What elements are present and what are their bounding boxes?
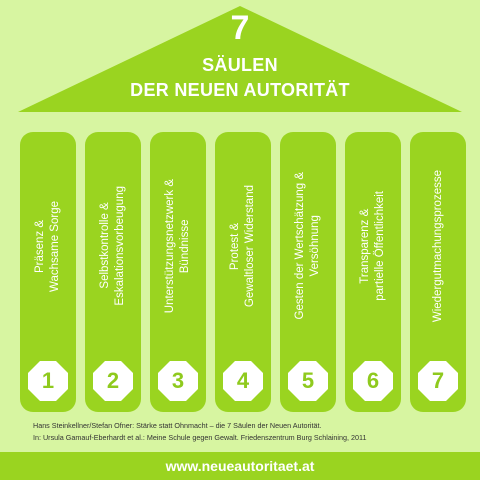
- pillar-3-line-2: Bündnisse: [179, 219, 191, 273]
- pillar-2: Selbstkontrolle & Eskalationsvorbeugung …: [85, 132, 141, 412]
- pillar-3-line-1: Unterstützungsnetzwerk &: [164, 178, 176, 314]
- pillar-7-line-1: Wiedergutmachungsprozesse: [431, 169, 444, 323]
- title-line-1: SÄULEN: [202, 55, 278, 75]
- pillar-4-badge: 4: [222, 360, 264, 402]
- pillar-5-line-2: Versöhnung: [309, 215, 321, 277]
- pillar-7-number: 7: [431, 368, 445, 393]
- pillar-2-line-2: Eskalationsvorbeugung: [114, 186, 126, 306]
- pillar-3-number: 3: [171, 368, 185, 393]
- pillar-2-number: 2: [106, 368, 120, 393]
- pillar-5-badge: 5: [287, 360, 329, 402]
- pillar-3: Unterstützungsnetzwerk & Bündnisse 3: [150, 132, 206, 412]
- pillar-4-number: 4: [236, 368, 250, 393]
- pillar-6-badge: 6: [352, 360, 394, 402]
- source-citation: Hans Steinkellner/Stefan Ofner: Stärke s…: [33, 420, 463, 444]
- pillar-5-line-1: Gesten der Wertschätzung &: [294, 172, 306, 320]
- source-line-2: In: Ursula Gamauf-Eberhardt et al.: Mein…: [33, 433, 367, 442]
- title-line-2: DER NEUEN AUTORITÄT: [130, 80, 350, 100]
- pillar-5-number: 5: [301, 368, 315, 393]
- pillar-4-line-1: Protest &: [229, 222, 241, 270]
- pillar-6-number: 6: [366, 368, 380, 393]
- footer-url-link[interactable]: www.neueautoritaet.at: [165, 458, 315, 474]
- pillar-6-line-1: Transparenz &: [359, 208, 371, 284]
- pillar-6: Transparenz & partielle Öffentlichkeit 6: [345, 132, 401, 412]
- pillar-2-badge: 2: [92, 360, 134, 402]
- title-number: 7: [230, 9, 250, 47]
- footer-bar: www.neueautoritaet.at: [0, 452, 480, 480]
- pillar-1: Präsenz & Wachsame Sorge 1: [20, 132, 76, 412]
- pillar-4-line-2: Gewaltloser Widerstand: [244, 184, 256, 308]
- pillar-1-line-2: Wachsame Sorge: [49, 200, 61, 292]
- pillar-7: Wiedergutmachungsprozesse 7: [410, 132, 466, 412]
- pillar-1-badge: 1: [27, 360, 69, 402]
- roof-shape: [18, 6, 462, 112]
- source-line-1: Hans Steinkellner/Stefan Ofner: Stärke s…: [33, 421, 322, 430]
- pillar-7-badge: 7: [417, 360, 459, 402]
- pillar-1-line-1: Präsenz &: [34, 219, 46, 273]
- pillar-3-badge: 3: [157, 360, 199, 402]
- pillar-2-line-1: Selbstkontrolle &: [99, 202, 111, 290]
- pillar-1-number: 1: [41, 368, 55, 393]
- pillar-4: Protest & Gewaltloser Widerstand 4: [215, 132, 271, 412]
- pillar-6-line-2: partielle Öffentlichkeit: [374, 191, 386, 301]
- pillar-5: Gesten der Wertschätzung & Versöhnung 5: [280, 132, 336, 412]
